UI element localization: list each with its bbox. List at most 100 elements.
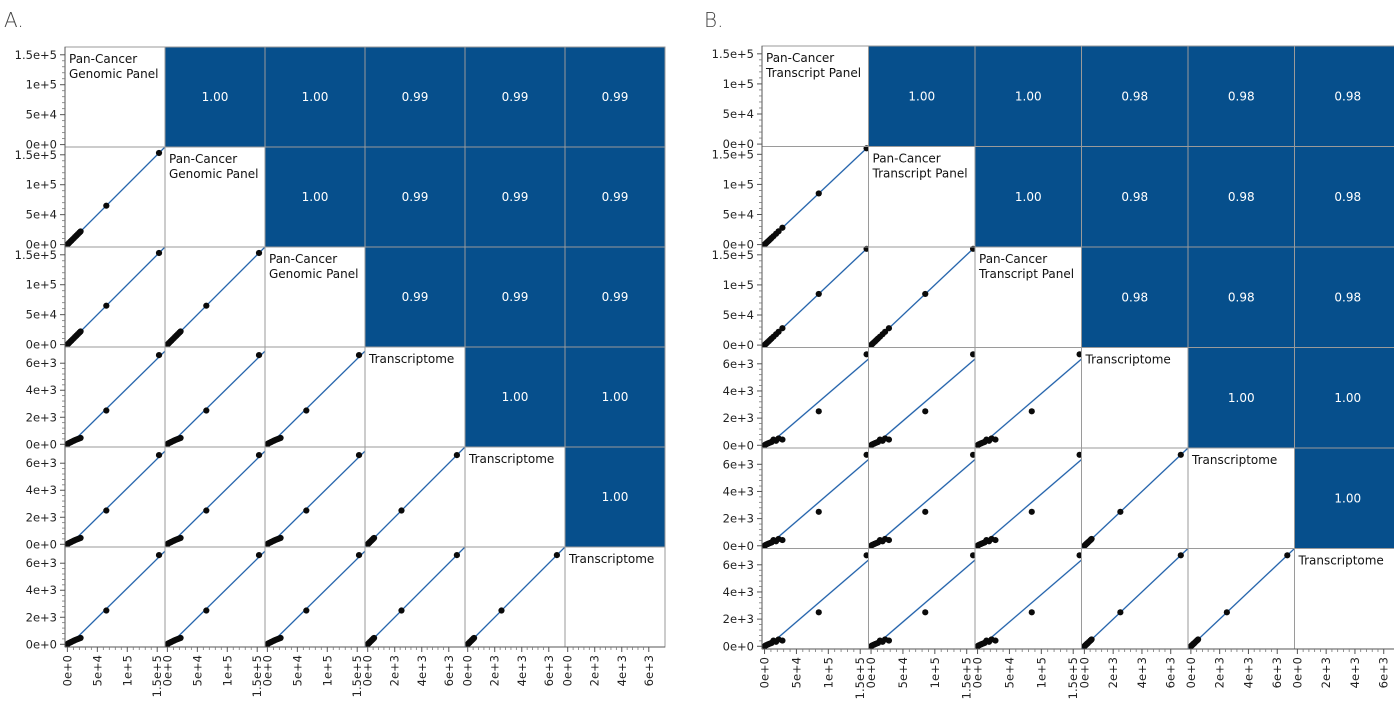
- y-tick-label: 1.5e+5: [712, 47, 754, 61]
- matrix-cell: [974, 548, 1083, 650]
- x-axis: 0e+0 5e+4 1e+5 1.5e+5: [971, 648, 1082, 699]
- confidence-band: [166, 449, 265, 547]
- fit-line: [66, 550, 165, 647]
- x-tick-label: 5e+4: [90, 655, 104, 686]
- correlation-value: 0.98: [1334, 290, 1361, 304]
- data-point: [922, 508, 929, 515]
- data-point: [453, 552, 460, 559]
- y-tick-label: 2e+3: [26, 410, 57, 424]
- matrix-cell: 0.98: [1081, 146, 1189, 248]
- data-point: [355, 452, 363, 459]
- correlation-value: 1.00: [602, 490, 629, 504]
- y-tick-label: 6e+3: [26, 356, 57, 370]
- matrix-cell: 1.00: [1294, 447, 1394, 549]
- data-point: [815, 190, 822, 197]
- data-point: [177, 634, 184, 642]
- y-tick-label: 0e+0: [26, 338, 57, 352]
- matrix-cell: 0.98: [1187, 146, 1295, 248]
- x-tick-label: 0e+0: [1077, 657, 1091, 688]
- variable-label: Transcriptome: [1191, 453, 1277, 467]
- matrix-cell: 0.98: [1187, 45, 1295, 147]
- matrix-cell: 0.98: [1294, 45, 1394, 147]
- matrix-cell: 0.98: [1081, 45, 1189, 147]
- fit-line: [977, 358, 1082, 448]
- correlation-tile: [975, 46, 1082, 147]
- correlation-value: 0.98: [1121, 290, 1148, 304]
- x-tick-label: 0e+0: [864, 657, 878, 688]
- y-tick-label: 1.5e+5: [15, 48, 57, 62]
- data-point: [103, 607, 110, 614]
- fit-line: [166, 350, 265, 447]
- data-point: [779, 325, 786, 332]
- diagonal-tile: [365, 347, 465, 447]
- y-axis: 0e+0 5e+4 1e+5 1.5e+5: [712, 247, 763, 352]
- scatter-tile: [265, 447, 365, 547]
- y-axis: 0e+0 5e+4 1e+5 1.5e+5: [15, 47, 66, 152]
- matrix-cell: 1.00: [1187, 347, 1295, 449]
- y-tick-label: 1.5e+5: [15, 148, 57, 162]
- variable-label: Transcript Panel: [872, 167, 968, 181]
- correlation-value: 1.00: [302, 90, 329, 104]
- matrix-cell: [464, 546, 566, 648]
- fit-line: [66, 450, 165, 547]
- y-axis: 0e+0 5e+4 1e+5 1.5e+5: [15, 147, 66, 252]
- fit-line: [365, 547, 465, 647]
- x-axis: 0e+0 2e+3 4e+3 6e+3: [461, 646, 565, 686]
- fit-line: [166, 550, 265, 647]
- confidence-band: [763, 357, 869, 448]
- correlation-value: 0.99: [602, 190, 629, 204]
- matrix-cell: 1.00: [464, 346, 566, 448]
- y-axis: 0e+0 2e+3 4e+3 6e+3: [723, 448, 763, 553]
- scatter-tile: [868, 448, 975, 549]
- matrix-cell: 0.99: [464, 246, 566, 348]
- correlation-value: 1.00: [302, 190, 329, 204]
- matrix-cell: [64, 546, 166, 648]
- matrix-cell: [164, 546, 266, 648]
- matrix-cell: 1.00: [264, 146, 366, 248]
- confidence-band: [976, 558, 1082, 649]
- data-point: [815, 508, 822, 515]
- y-tick-label: 4e+3: [26, 383, 57, 397]
- correlation-value: 0.98: [1121, 190, 1148, 204]
- data-point: [103, 302, 110, 309]
- data-point: [779, 224, 786, 231]
- y-tick-label: 5e+4: [26, 108, 57, 122]
- matrix-cell: 0.99: [364, 146, 466, 248]
- data-point: [255, 552, 263, 559]
- x-tick-label: 4e+3: [1348, 657, 1362, 688]
- correlation-tile: [1081, 146, 1188, 247]
- diagonal-tile: [465, 447, 565, 547]
- y-tick-label: 0e+0: [723, 539, 754, 553]
- y-tick-label: 4e+3: [723, 384, 754, 398]
- y-tick-label: 1e+5: [26, 78, 57, 92]
- correlation-tile: [565, 47, 665, 147]
- variable-label: Pan-Cancer: [979, 252, 1047, 266]
- data-point: [203, 407, 210, 414]
- y-tick-label: 5e+4: [723, 308, 754, 322]
- fit-line: [1081, 448, 1188, 549]
- diagonal-tile: [975, 247, 1082, 348]
- correlation-tile: [465, 147, 565, 247]
- matrix-cell: [164, 246, 266, 348]
- confidence-band: [976, 357, 1082, 448]
- x-tick-label: 1.5e+5: [250, 655, 264, 697]
- correlation-value: 0.99: [502, 190, 529, 204]
- correlation-value: 0.98: [1334, 89, 1361, 103]
- y-tick-label: 0e+0: [26, 537, 57, 551]
- correlation-tile: [1081, 46, 1188, 147]
- correlation-tile: [165, 47, 265, 147]
- correlation-value: 0.99: [402, 90, 429, 104]
- x-tick-label: 0e+0: [260, 655, 274, 686]
- y-tick-label: 0e+0: [723, 137, 754, 151]
- data-point: [77, 434, 84, 442]
- data-point: [155, 552, 163, 559]
- matrix-cell: [868, 245, 977, 348]
- data-point: [885, 637, 893, 644]
- fit-line: [1188, 548, 1295, 649]
- matrix-cell: Transcriptome: [564, 546, 666, 648]
- scatter-tile: [975, 548, 1082, 649]
- variable-label: Pan-Cancer: [766, 51, 834, 65]
- y-tick-label: 4e+3: [723, 585, 754, 599]
